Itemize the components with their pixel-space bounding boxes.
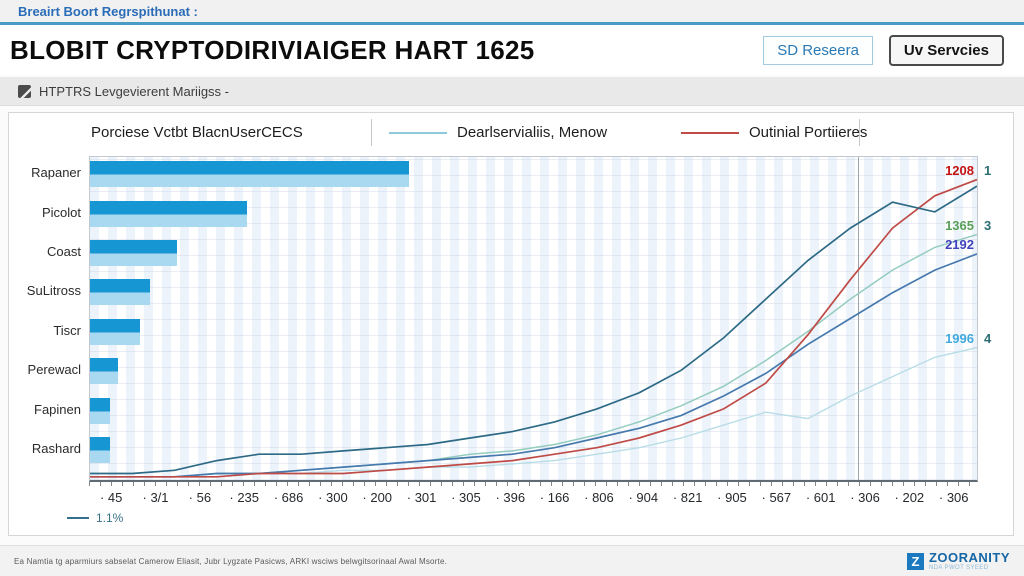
top-breadcrumb-link[interactable]: Breairt Boort Regrspithunat : bbox=[18, 3, 198, 19]
bar bbox=[90, 279, 151, 306]
plot-area: 1208 1 1365 3 2192 1996 4 bbox=[89, 156, 992, 482]
report-toolbar-dropdown[interactable]: HTPTRS Levgevierent Mariigss - bbox=[0, 77, 1024, 106]
external-link-icon bbox=[18, 84, 31, 98]
x-tick-label: · 3/1 bbox=[142, 490, 169, 505]
chart-panel: Porciese Vctbt BlacnUserCECS Dearlservia… bbox=[8, 112, 1014, 536]
bar-category-label: Rashard bbox=[31, 440, 81, 456]
footer-note: Ea Namtia tg aparmiurs sabselat Camerow … bbox=[14, 556, 448, 566]
bar bbox=[90, 161, 410, 188]
bar bbox=[90, 358, 119, 385]
x-tick-label: · 300 bbox=[318, 490, 348, 505]
page-footer: Ea Namtia tg aparmiurs sabselat Camerow … bbox=[0, 545, 1024, 576]
bar-category-label: Perewacl bbox=[27, 362, 81, 378]
x-tick-label: · 166 bbox=[539, 490, 570, 505]
series-rank: 3 bbox=[984, 217, 992, 233]
sub-legend-label: 1.1% bbox=[96, 511, 124, 525]
x-tick-label: · 306 bbox=[938, 490, 969, 505]
line-series-ltgreen bbox=[90, 233, 977, 478]
x-tick-label: · 567 bbox=[761, 490, 792, 505]
series-end-value: 2192 bbox=[945, 236, 974, 252]
legend-item-bars: Porciese Vctbt BlacnUserCECS bbox=[91, 124, 303, 141]
legend-label: Dearlservialiis, Menow bbox=[457, 124, 608, 141]
bar bbox=[90, 239, 177, 266]
legend-item-dearlservialiis: Dearlservialiis, Menow bbox=[389, 124, 607, 141]
bar-category-label: Tiscr bbox=[53, 322, 81, 338]
bar-category-label: Coast bbox=[47, 243, 81, 259]
bar-category-label: Picolot bbox=[41, 204, 81, 220]
x-tick-label: · 396 bbox=[495, 490, 526, 505]
vertical-gridline bbox=[858, 157, 860, 480]
page-header: BLOBIT CRYPTODIRIVIAIGER HART 1625 SD Re… bbox=[0, 25, 1024, 75]
legend-line-swatch bbox=[389, 131, 447, 134]
line-series-steel bbox=[90, 253, 977, 478]
bar-category-label: Rapaner bbox=[31, 165, 81, 181]
uv-servcies-button[interactable]: Uv Servcies bbox=[888, 34, 1004, 66]
series-rank: 4 bbox=[984, 330, 992, 346]
bar bbox=[90, 397, 111, 424]
bar-category-label: Fapinen bbox=[34, 401, 81, 417]
legend-line-swatch bbox=[681, 131, 739, 134]
x-tick-label: · 200 bbox=[362, 490, 393, 505]
x-tick-label: · 235 bbox=[229, 490, 260, 505]
x-axis-ticks bbox=[89, 482, 976, 486]
legend-label: Porciese Vctbt BlacnUserCECS bbox=[91, 124, 303, 141]
logo-tagline: NDA PWOT SYEED bbox=[928, 564, 989, 571]
x-tick-label: · 905 bbox=[717, 490, 747, 505]
sd-reseera-button[interactable]: SD Reseera bbox=[763, 35, 873, 65]
bar-category-labels: Rapaner Picolot Coast SuLitross Tiscr Perewac… bbox=[9, 156, 83, 479]
x-tick-label: · 601 bbox=[805, 490, 836, 505]
toolbar-label: HTPTRS Levgevierent Mariigss - bbox=[39, 83, 229, 99]
sub-legend-line-swatch bbox=[67, 517, 89, 519]
x-tick-label: · 904 bbox=[628, 490, 659, 505]
series-end-value: 1996 4 bbox=[945, 330, 992, 346]
x-axis-labels: · 45 · 3/1 · 56 · 235 · 686 · 300 · 200 · 301 · … bbox=[89, 490, 976, 505]
legend-divider bbox=[371, 119, 372, 146]
x-tick-label: · 45 bbox=[99, 490, 123, 505]
series-end-value: 1208 1 bbox=[945, 162, 992, 178]
legend-label: Outinial Portiieres bbox=[749, 124, 868, 141]
top-bar: Breairt Boort Regrspithunat : bbox=[0, 0, 1024, 25]
sub-legend: 1.1% bbox=[67, 511, 123, 525]
zooranity-logo: Z ZOORANITY NDA PWOT SYEED bbox=[906, 550, 1010, 571]
line-series-red bbox=[90, 178, 977, 478]
x-tick-label: · 202 bbox=[894, 490, 925, 505]
line-series-navy bbox=[90, 185, 977, 475]
bar-category-label: SuLitross bbox=[26, 283, 81, 299]
x-tick-label: · 806 bbox=[584, 490, 614, 505]
legend-item-outinial: Outinial Portiieres bbox=[681, 124, 867, 141]
x-tick-label: · 821 bbox=[672, 490, 703, 505]
series-end-value: 1365 3 bbox=[945, 217, 992, 233]
bar bbox=[90, 318, 140, 345]
x-tick-label: · 56 bbox=[188, 490, 212, 505]
legend-divider bbox=[859, 119, 860, 146]
logo-z-icon: Z bbox=[906, 552, 924, 570]
bar bbox=[90, 200, 247, 227]
x-tick-label: · 301 bbox=[406, 490, 437, 505]
page-title: BLOBIT CRYPTODIRIVIAIGER HART 1625 bbox=[10, 34, 535, 65]
bar bbox=[90, 436, 111, 463]
line-chart bbox=[90, 178, 977, 478]
x-tick-label: · 305 bbox=[451, 490, 481, 505]
x-tick-label: · 686 bbox=[273, 490, 304, 505]
logo-name: ZOORANITY bbox=[928, 550, 1010, 566]
x-tick-label: · 306 bbox=[850, 490, 880, 505]
series-rank: 1 bbox=[984, 162, 992, 178]
